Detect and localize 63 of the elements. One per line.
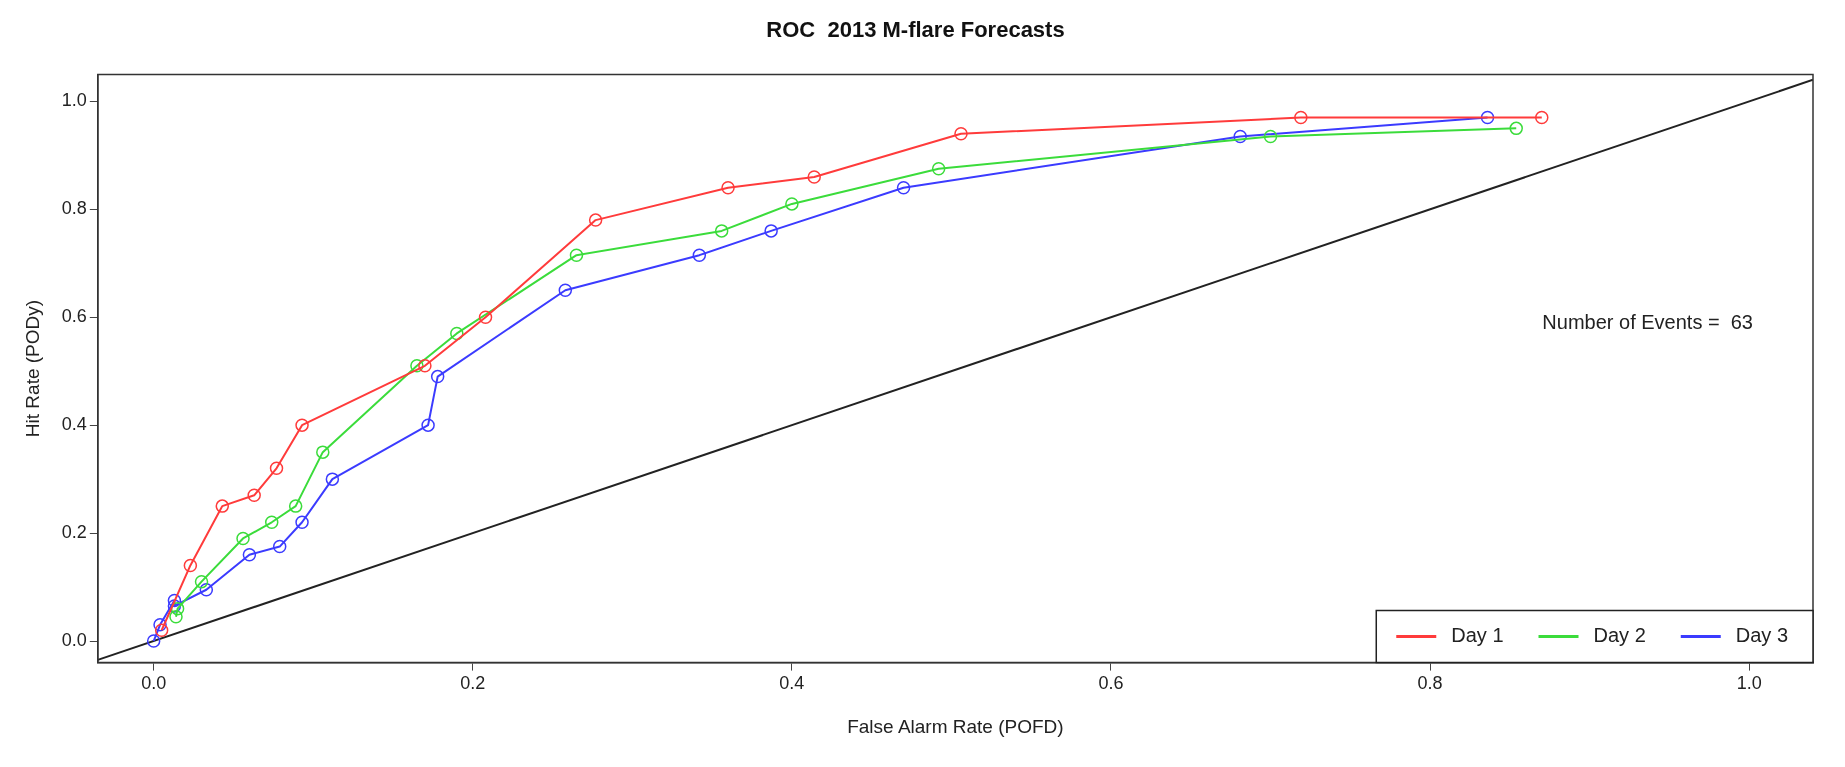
- legend-label: Day 2: [1593, 624, 1646, 647]
- y-tick-label: 0.2: [61, 522, 87, 543]
- point: [410, 359, 424, 373]
- point: [183, 558, 198, 573]
- point: [269, 461, 284, 476]
- point: [247, 488, 261, 503]
- y-tick-label: 0.8: [61, 198, 87, 219]
- legend-label: Day 1: [1451, 624, 1504, 647]
- point: [714, 224, 729, 238]
- x-tick-label: 0.6: [1098, 673, 1124, 694]
- y-axis-title: Hit Rate (PODy): [21, 299, 43, 438]
- point: [478, 310, 493, 324]
- point: [421, 418, 435, 432]
- point: [764, 224, 778, 238]
- point: [1263, 129, 1278, 144]
- point: [167, 593, 182, 608]
- point: [288, 499, 303, 513]
- x-tick-label: 0.8: [1417, 673, 1443, 694]
- y-tick-label: 1.0: [61, 90, 87, 111]
- point: [896, 180, 911, 195]
- x-tick-label: 1.0: [1736, 673, 1762, 694]
- point: [199, 583, 214, 597]
- x-tick-label: 0.2: [460, 673, 486, 694]
- point: [242, 547, 257, 562]
- point: [316, 445, 330, 459]
- point: [418, 359, 432, 373]
- point: [215, 499, 230, 513]
- point: [931, 162, 946, 176]
- point: [169, 609, 183, 624]
- x-axis-title: False Alarm Rate (POFD): [847, 715, 1064, 737]
- point: [146, 634, 161, 648]
- point: [692, 248, 707, 262]
- annotation: Number of Events = 63: [1542, 310, 1753, 333]
- point: [236, 531, 250, 546]
- point: [430, 369, 445, 384]
- point: [1233, 129, 1247, 144]
- y-tick-label: 0.0: [61, 629, 87, 650]
- point: [785, 197, 799, 211]
- point: [807, 170, 821, 184]
- point: [272, 539, 287, 554]
- point: [569, 248, 584, 262]
- point: [558, 283, 573, 297]
- legend-label: Day 3: [1735, 624, 1788, 647]
- point: [450, 326, 464, 341]
- point: [1294, 110, 1308, 125]
- point: [1480, 110, 1495, 125]
- point: [325, 472, 340, 486]
- y-tick-label: 0.4: [61, 414, 87, 435]
- point: [153, 618, 167, 632]
- y-tick-label: 0.6: [61, 306, 87, 327]
- point: [295, 418, 309, 432]
- x-tick-label: 0.4: [779, 673, 805, 694]
- point: [1509, 121, 1523, 136]
- point: [154, 623, 169, 637]
- point: [1535, 110, 1549, 125]
- x-tick-label: 0.0: [141, 673, 167, 694]
- point: [954, 127, 968, 141]
- point: [721, 180, 735, 195]
- chart-title: ROC 2013 M-flare Forecasts: [766, 17, 1065, 43]
- point: [588, 213, 603, 227]
- point: [264, 515, 279, 530]
- point: [295, 515, 309, 530]
- point: [194, 574, 209, 589]
